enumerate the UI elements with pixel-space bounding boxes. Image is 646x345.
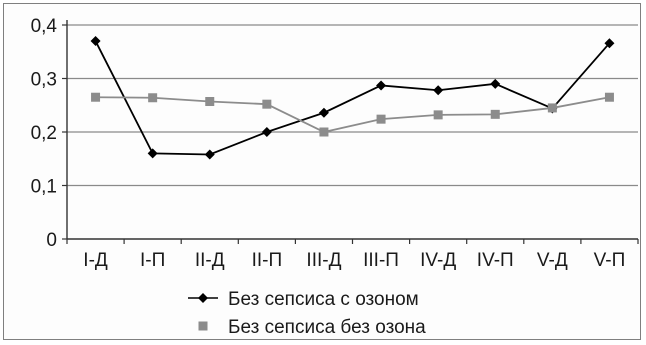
data-point — [318, 107, 329, 118]
x-tick-label: III-П — [363, 250, 399, 271]
legend-marker — [198, 293, 208, 303]
data-point — [261, 127, 272, 137]
data-point — [376, 114, 386, 124]
data-point — [91, 92, 101, 102]
x-tick-label: I-Д — [83, 250, 108, 271]
data-point — [604, 38, 615, 49]
data-point — [490, 109, 500, 119]
x-tick-label: II-Д — [195, 250, 225, 271]
series-2 — [91, 92, 614, 137]
data-point — [490, 78, 501, 89]
legend-item: Без сепсиса без озона — [198, 317, 426, 338]
data-point — [90, 36, 101, 47]
y-tick-label: 0 — [46, 230, 57, 251]
x-tick-label: I-П — [140, 250, 165, 271]
series-line — [95, 96, 610, 133]
legend-marker — [198, 321, 208, 331]
y-tick-label: 0,1 — [31, 177, 57, 198]
x-tick-label: V-П — [594, 250, 626, 271]
y-tick-label: 0,2 — [31, 123, 57, 144]
y-tick-label: 0,4 — [31, 16, 58, 37]
x-axis-ticks: I-Д I-П II-Д II-П III-Д III-П IV-Д IV-П V-Д V-П — [66, 239, 639, 271]
x-tick-label: V-Д — [537, 250, 568, 271]
data-point — [147, 148, 158, 159]
data-point — [433, 85, 444, 96]
chart-frame — [3, 3, 641, 340]
data-point — [204, 149, 215, 160]
series-line — [94, 40, 611, 156]
data-point — [205, 97, 215, 107]
data-point — [262, 99, 272, 109]
axes — [66, 20, 638, 240]
grid-lines — [67, 24, 638, 187]
x-tick-label: III-Д — [306, 250, 341, 271]
legend-label: Без сепсиса без озона — [228, 317, 426, 338]
x-tick-label: IV-П — [477, 250, 514, 271]
y-tick-label: 0,3 — [31, 70, 57, 91]
data-point — [433, 110, 443, 120]
legend: Без сепсиса с озоном Без сепсиса без озон… — [188, 289, 426, 338]
data-point — [319, 127, 329, 137]
series-1 — [90, 36, 615, 160]
data-point — [148, 93, 158, 103]
legend-item: Без сепсиса с озоном — [188, 289, 419, 310]
y-axis-ticks: 0 0,1 0,2 0,3 0,4 — [31, 16, 67, 251]
series-group — [90, 36, 615, 160]
data-point — [547, 103, 557, 113]
x-tick-label: II-П — [252, 250, 283, 271]
x-tick-label: IV-Д — [420, 250, 456, 271]
data-point — [376, 80, 387, 91]
data-point — [604, 92, 614, 102]
legend-label: Без сепсиса с озоном — [228, 289, 419, 310]
